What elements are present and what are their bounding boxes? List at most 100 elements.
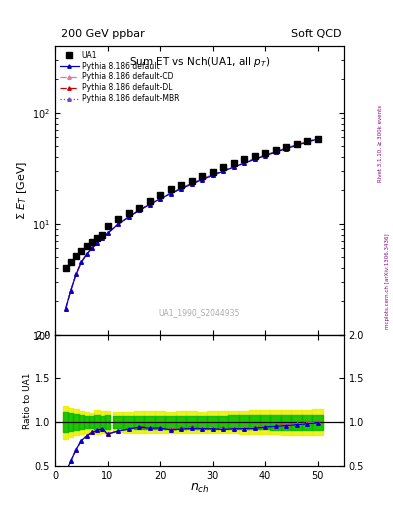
- UA1: [189, 178, 194, 184]
- Pythia 8.186 default-CD: [68, 288, 73, 294]
- Pythia 8.186 default: [63, 306, 68, 312]
- Pythia 8.186 default-CD: [90, 245, 94, 251]
- Pythia 8.186 default-MBR: [84, 251, 89, 258]
- Pythia 8.186 default-CD: [116, 221, 120, 227]
- Pythia 8.186 default-DL: [221, 167, 226, 174]
- UA1: [252, 153, 257, 159]
- Pythia 8.186 default: [200, 177, 204, 183]
- Pythia 8.186 default-CD: [63, 306, 68, 312]
- Pythia 8.186 default-MBR: [179, 186, 184, 192]
- UA1: [179, 182, 184, 188]
- Pythia 8.186 default: [315, 136, 320, 142]
- Pythia 8.186 default-DL: [189, 180, 194, 186]
- Pythia 8.186 default: [116, 221, 120, 227]
- Pythia 8.186 default-CD: [73, 271, 78, 278]
- Y-axis label: Ratio to UA1: Ratio to UA1: [23, 372, 32, 429]
- Pythia 8.186 default-DL: [179, 185, 184, 191]
- Pythia 8.186 default-MBR: [90, 245, 94, 251]
- Pythia 8.186 default: [105, 230, 110, 237]
- UA1: [105, 223, 110, 229]
- Pythia 8.186 default-MBR: [305, 139, 309, 145]
- UA1: [100, 231, 105, 238]
- Pythia 8.186 default-MBR: [158, 196, 162, 202]
- UA1: [126, 210, 131, 216]
- UA1: [294, 141, 299, 147]
- Text: mcplots.cern.ch [arXiv:1306.3436]: mcplots.cern.ch [arXiv:1306.3436]: [385, 234, 389, 329]
- Pythia 8.186 default-CD: [126, 214, 131, 220]
- Pythia 8.186 default-MBR: [284, 145, 288, 152]
- Pythia 8.186 default-CD: [242, 160, 246, 166]
- Pythia 8.186 default-CD: [179, 185, 184, 191]
- UA1: [210, 168, 215, 175]
- UA1: [137, 204, 141, 210]
- Pythia 8.186 default-CD: [221, 167, 226, 174]
- Pythia 8.186 default-DL: [105, 230, 110, 237]
- Pythia 8.186 default: [147, 202, 152, 208]
- Pythia 8.186 default-DL: [84, 251, 89, 258]
- Pythia 8.186 default: [126, 214, 131, 220]
- Pythia 8.186 default-CD: [210, 172, 215, 178]
- Pythia 8.186 default: [100, 235, 105, 241]
- Pythia 8.186 default-DL: [284, 145, 288, 152]
- Pythia 8.186 default-DL: [294, 142, 299, 148]
- Text: Rivet 3.1.10, ≥ 300k events: Rivet 3.1.10, ≥ 300k events: [378, 105, 383, 182]
- Pythia 8.186 default: [137, 207, 141, 214]
- UA1: [305, 138, 309, 144]
- Pythia 8.186 default-DL: [73, 271, 78, 278]
- Pythia 8.186 default-CD: [294, 142, 299, 148]
- Pythia 8.186 default: [68, 288, 73, 294]
- UA1: [84, 243, 89, 249]
- Pythia 8.186 default-DL: [210, 172, 215, 178]
- Pythia 8.186 default-MBR: [73, 271, 78, 278]
- UA1: [315, 136, 320, 142]
- Pythia 8.186 default-DL: [95, 240, 99, 246]
- Line: Pythia 8.186 default-DL: Pythia 8.186 default-DL: [64, 137, 320, 311]
- Pythia 8.186 default-DL: [137, 207, 141, 213]
- Pythia 8.186 default-MBR: [79, 259, 84, 265]
- UA1: [63, 265, 68, 271]
- Pythia 8.186 default-DL: [63, 306, 68, 312]
- Pythia 8.186 default-CD: [315, 136, 320, 142]
- Pythia 8.186 default-MBR: [252, 156, 257, 162]
- Pythia 8.186 default: [242, 160, 246, 166]
- Text: Soft QCD: Soft QCD: [292, 29, 342, 39]
- Pythia 8.186 default-CD: [200, 176, 204, 182]
- UA1: [221, 164, 226, 170]
- UA1: [231, 160, 236, 166]
- Pythia 8.186 default-MBR: [100, 235, 105, 241]
- Pythia 8.186 default: [79, 259, 84, 265]
- UA1: [263, 150, 268, 156]
- Pythia 8.186 default-DL: [90, 245, 94, 251]
- Pythia 8.186 default-DL: [116, 221, 120, 227]
- Pythia 8.186 default-DL: [147, 201, 152, 207]
- Pythia 8.186 default: [179, 186, 184, 192]
- Pythia 8.186 default-CD: [158, 196, 162, 202]
- Line: Pythia 8.186 default: Pythia 8.186 default: [64, 137, 320, 311]
- Pythia 8.186 default: [273, 149, 278, 155]
- Pythia 8.186 default-CD: [95, 240, 99, 246]
- Pythia 8.186 default: [284, 145, 288, 152]
- Pythia 8.186 default: [168, 190, 173, 197]
- X-axis label: $n_{ch}$: $n_{ch}$: [189, 482, 209, 495]
- Pythia 8.186 default-DL: [200, 176, 204, 182]
- Pythia 8.186 default: [90, 245, 94, 251]
- Pythia 8.186 default: [252, 156, 257, 162]
- Pythia 8.186 default-MBR: [189, 181, 194, 187]
- Pythia 8.186 default-DL: [68, 288, 73, 294]
- Pythia 8.186 default-MBR: [63, 306, 68, 312]
- Text: 200 GeV ppbar: 200 GeV ppbar: [61, 29, 145, 39]
- Text: UA1_1990_S2044935: UA1_1990_S2044935: [159, 308, 240, 317]
- Pythia 8.186 default-MBR: [273, 149, 278, 155]
- UA1: [147, 198, 152, 204]
- Pythia 8.186 default-CD: [284, 145, 288, 152]
- Pythia 8.186 default-DL: [168, 190, 173, 196]
- Pythia 8.186 default-MBR: [116, 221, 120, 227]
- Pythia 8.186 default: [221, 168, 226, 174]
- Pythia 8.186 default: [305, 139, 309, 145]
- UA1: [200, 173, 204, 179]
- Pythia 8.186 default-CD: [84, 251, 89, 258]
- Legend: UA1, Pythia 8.186 default, Pythia 8.186 default-CD, Pythia 8.186 default-DL, Pyt: UA1, Pythia 8.186 default, Pythia 8.186 …: [57, 48, 182, 105]
- UA1: [68, 259, 73, 265]
- Pythia 8.186 default-CD: [231, 164, 236, 170]
- Pythia 8.186 default-MBR: [95, 240, 99, 246]
